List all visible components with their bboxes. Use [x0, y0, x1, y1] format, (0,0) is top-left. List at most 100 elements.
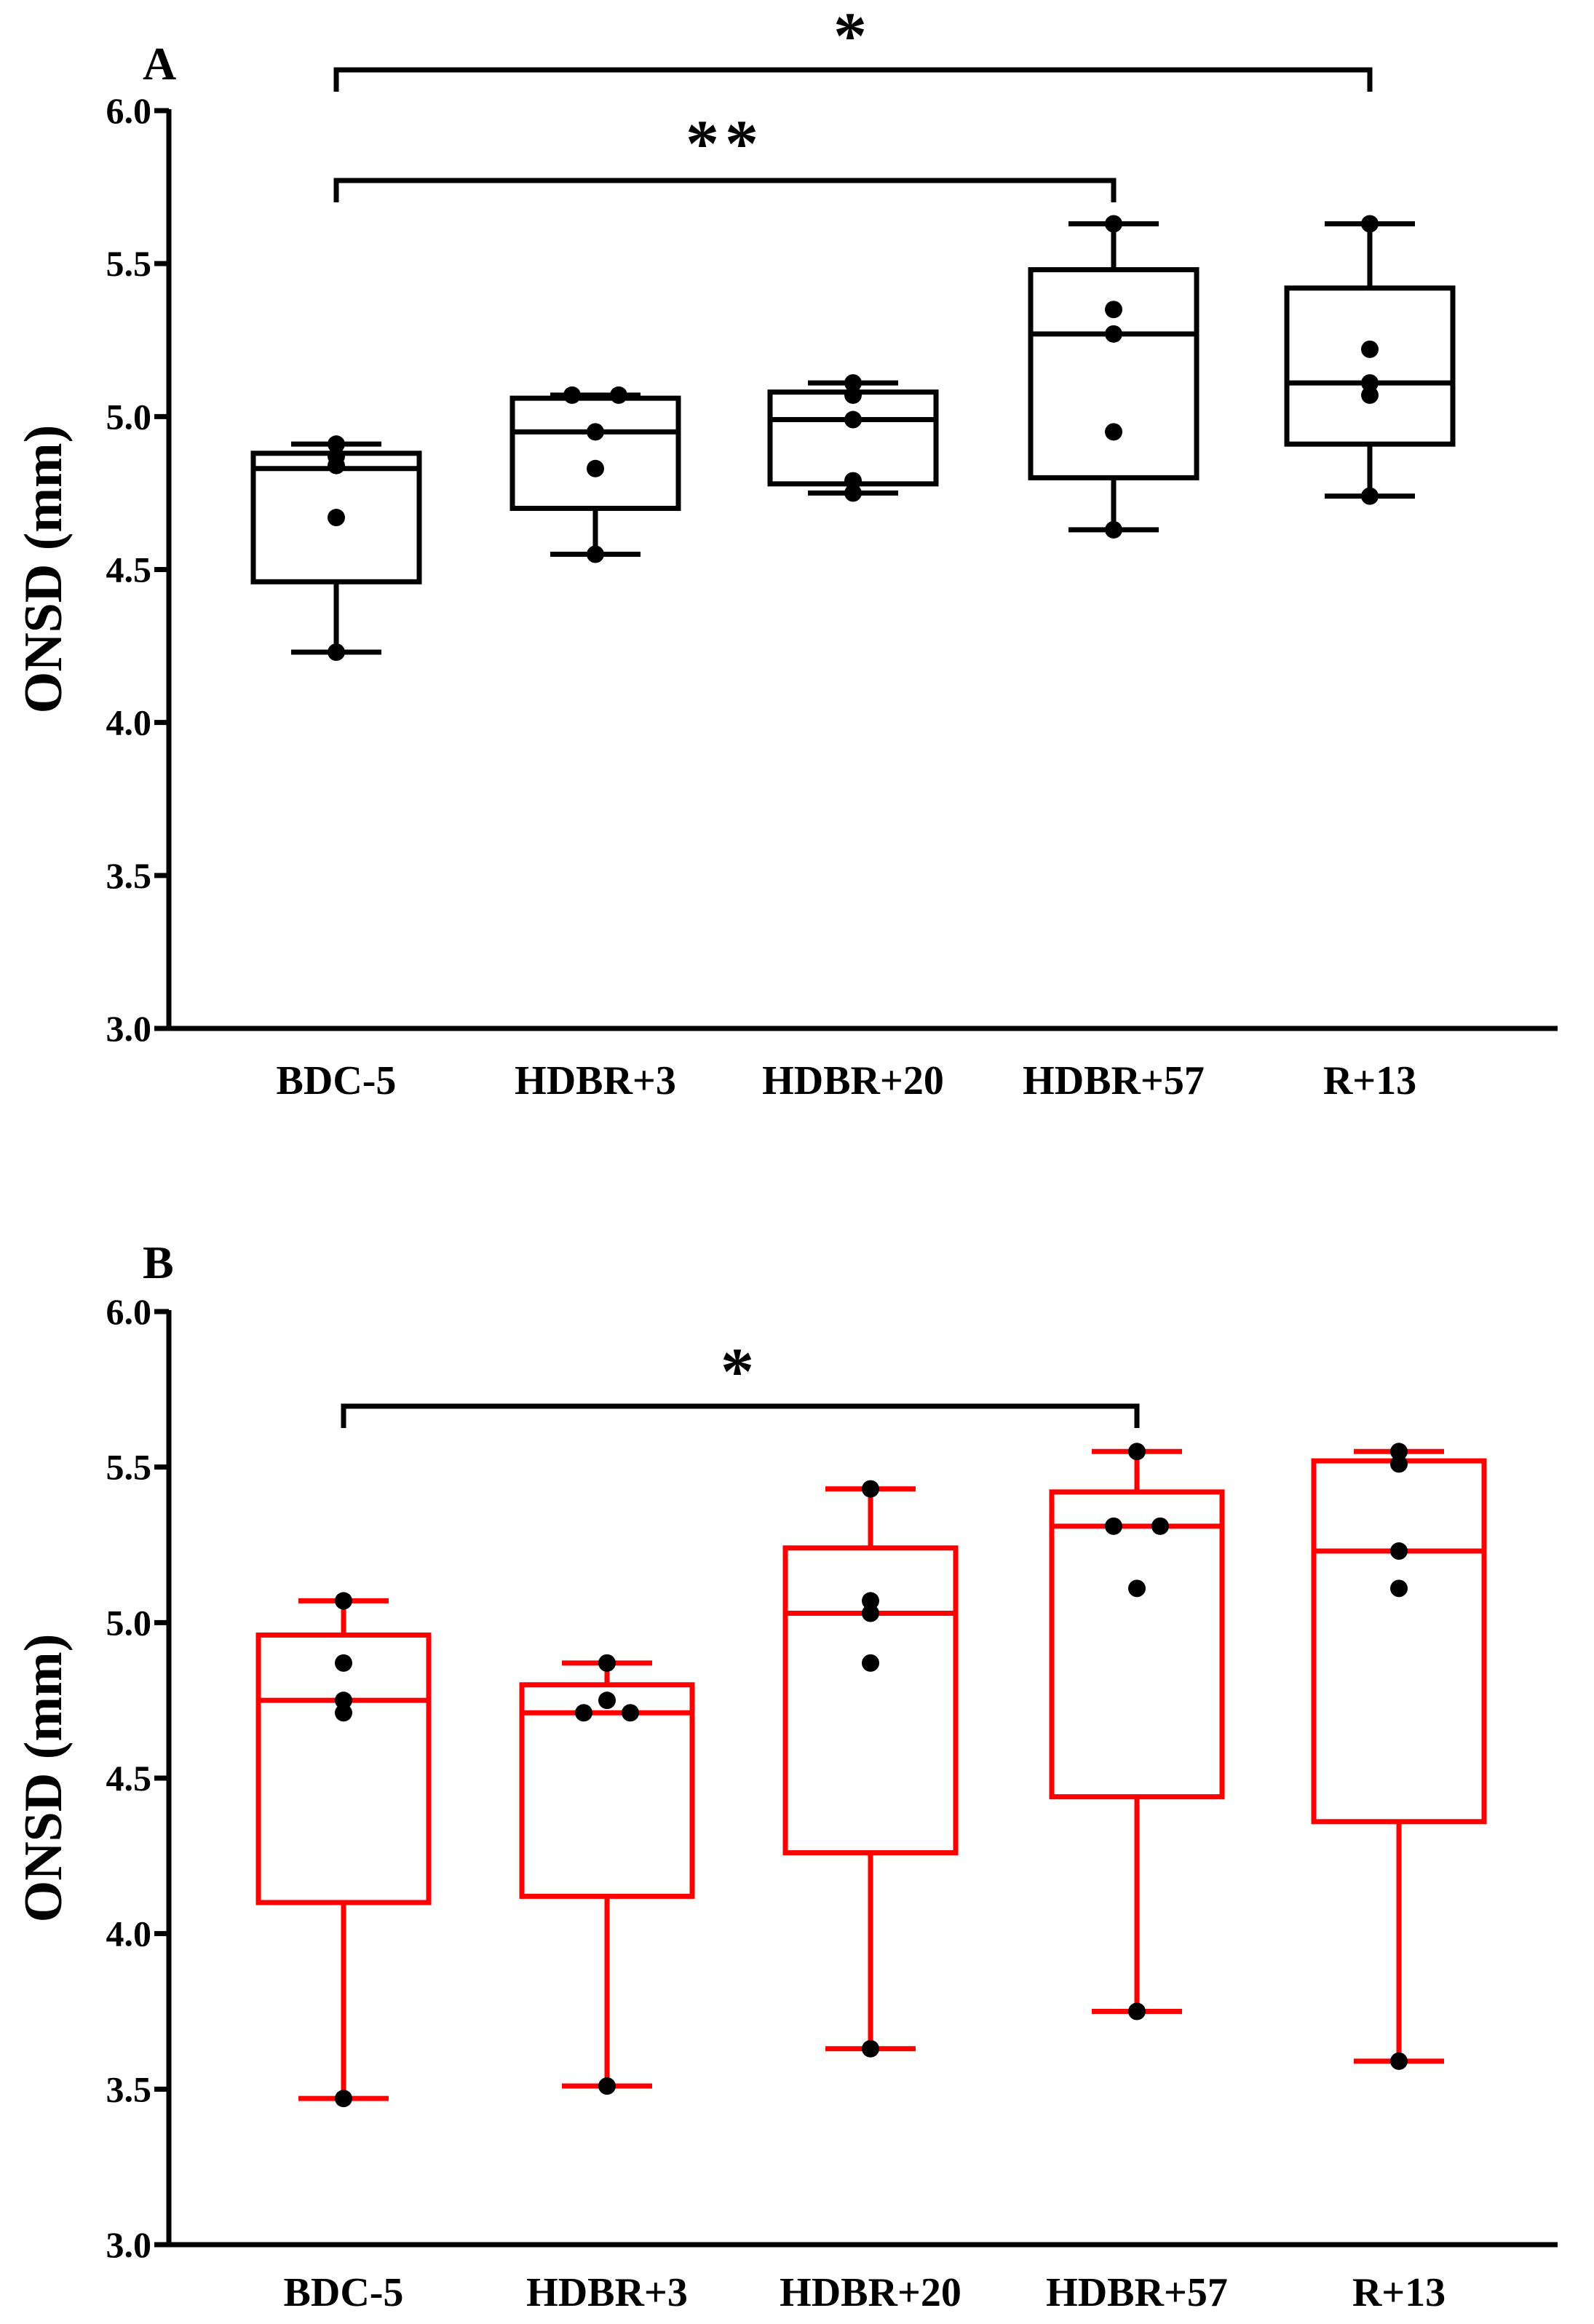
iqr-box	[255, 1632, 432, 1905]
iqr-box	[1284, 285, 1456, 447]
data-point	[1361, 374, 1379, 392]
significance-bracket: *	[333, 0, 1373, 92]
panel-letter: A	[143, 38, 176, 90]
data-point	[598, 1654, 616, 1672]
x-category-label: HDBR+3	[526, 2270, 688, 2315]
data-point	[1361, 487, 1379, 505]
bracket-line	[341, 1403, 1140, 1428]
data-point	[328, 447, 345, 465]
iqr-box	[782, 1545, 959, 1856]
data-point	[563, 386, 581, 404]
iqr-box	[1311, 1458, 1487, 1825]
data-point	[1105, 325, 1122, 343]
data-point	[1361, 386, 1379, 404]
x-category-label: HDBR+20	[780, 2270, 961, 2315]
data-point	[862, 1592, 879, 1610]
y-tick-label: 5.0	[106, 396, 152, 437]
y-tick-label: 3.5	[106, 855, 152, 896]
box-hdbr+20	[782, 1480, 959, 2058]
y-tick-label: 3.0	[106, 1008, 152, 1049]
panel-b: B 3.0 3.5 4.0 4.5 5.0 5.5 6.0 ONSD (mm) BDC-5 HDBR…	[14, 1237, 1558, 2315]
data-point	[335, 1704, 352, 1722]
x-category-label: BDC-5	[284, 2270, 404, 2315]
box-hdbr+3	[519, 1654, 695, 2095]
significance-stars: **	[686, 106, 764, 181]
bracket-line	[333, 178, 1117, 202]
significance-stars: *	[721, 1334, 760, 1408]
y-tick-label: 3.0	[106, 2224, 152, 2265]
data-point	[1105, 301, 1122, 319]
y-tick-label: 4.0	[106, 1913, 152, 1954]
data-point	[1151, 1517, 1169, 1535]
data-point	[335, 1692, 352, 1710]
data-point	[1390, 1542, 1408, 1560]
data-point	[335, 2090, 352, 2108]
x-category-label: HDBR+20	[762, 1058, 944, 1103]
data-point	[335, 1654, 352, 1672]
significance-bracket: **	[333, 106, 1117, 202]
data-point	[1361, 340, 1379, 358]
data-point	[862, 1604, 879, 1622]
data-point	[844, 386, 862, 404]
y-tick-label: 6.0	[106, 1291, 152, 1332]
x-category-label: HDBR+57	[1046, 2270, 1228, 2315]
data-point	[335, 1592, 352, 1610]
data-point	[575, 1704, 592, 1722]
data-point	[1128, 1579, 1146, 1598]
data-point	[587, 545, 604, 563]
box-bdc-5	[255, 1592, 432, 2108]
y-tick-label: 4.5	[106, 550, 152, 590]
box-r+13	[1284, 215, 1456, 505]
data-point	[1105, 520, 1122, 539]
data-point	[328, 643, 345, 661]
iqr-box	[1028, 267, 1200, 480]
y-tick-label: 5.5	[106, 243, 152, 284]
data-point	[844, 484, 862, 502]
significance-bracket: *	[341, 1334, 1140, 1428]
data-point	[1105, 423, 1122, 441]
data-point	[598, 2077, 616, 2095]
iqr-box	[767, 389, 939, 487]
panel-letter: B	[143, 1237, 174, 1288]
data-point	[328, 509, 345, 527]
box-hdbr+20	[767, 374, 939, 502]
data-point	[1105, 1517, 1122, 1535]
x-category-label: BDC-5	[277, 1058, 397, 1103]
significance-stars: *	[833, 0, 873, 73]
data-point	[622, 1704, 639, 1722]
data-point	[844, 374, 862, 392]
y-tick-label: 3.5	[106, 2069, 152, 2109]
data-point	[844, 472, 862, 490]
data-point	[1128, 2002, 1146, 2020]
data-point	[328, 435, 345, 453]
y-tick-label: 5.0	[106, 1602, 152, 1643]
data-point	[1390, 1443, 1408, 1461]
y-axis-title: ONSD (mm)	[14, 425, 74, 714]
box-hdbr+57	[1028, 215, 1200, 539]
panel-a: A 3.0 3.5 4.0 4.5 5.0 5.5 6.0 ONSD (mm) BDC-5 HDBR…	[14, 0, 1558, 1103]
iqr-box	[509, 395, 681, 511]
x-category-label: HDBR+3	[515, 1058, 676, 1103]
data-point	[862, 1654, 879, 1672]
data-point	[587, 459, 604, 477]
box-hdbr+57	[1049, 1443, 1225, 2020]
data-point	[1128, 1443, 1146, 1461]
data-point	[844, 411, 862, 429]
box-bdc-5	[250, 435, 422, 661]
x-category-label: R+13	[1323, 1058, 1416, 1103]
data-point	[598, 1692, 616, 1710]
bracket-line	[333, 67, 1373, 92]
data-point	[1361, 215, 1379, 233]
iqr-box	[519, 1682, 695, 1899]
y-tick-label: 5.5	[106, 1447, 152, 1488]
data-point	[1390, 2052, 1408, 2070]
iqr-box	[1049, 1489, 1225, 1800]
x-category-label: R+13	[1352, 2270, 1446, 2315]
y-tick-label: 4.0	[106, 702, 152, 743]
data-point	[610, 386, 627, 404]
x-category-label: HDBR+57	[1023, 1058, 1205, 1103]
y-tick-label: 4.5	[106, 1758, 152, 1798]
data-point	[862, 1480, 879, 1498]
data-point	[1390, 1579, 1408, 1598]
